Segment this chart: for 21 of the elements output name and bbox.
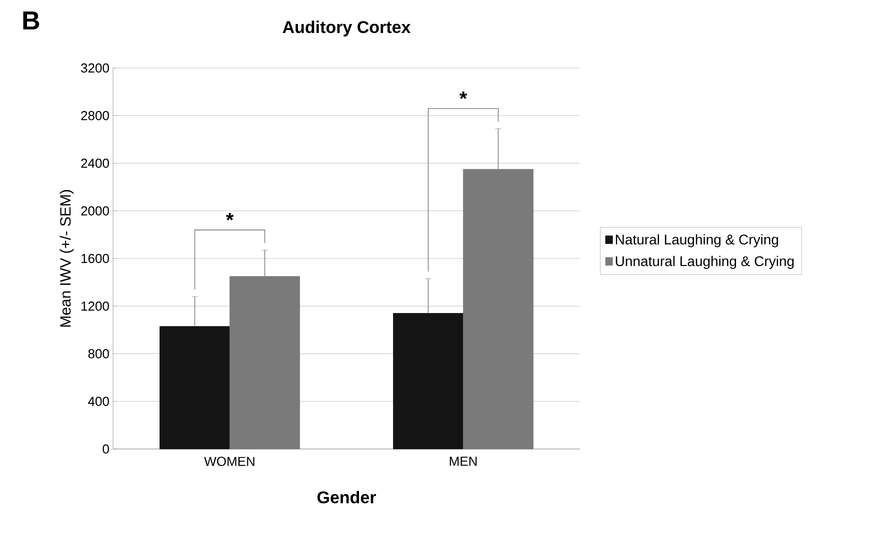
y-axis-title: Mean IWV (+/- SEM)	[60, 190, 74, 327]
y-tick-label: 2000	[81, 206, 109, 216]
y-tick-label: 2800	[81, 111, 109, 120]
y-tick-label: 2400	[81, 158, 109, 168]
y-tick-label: 1200	[82, 302, 109, 311]
annotation: *	[226, 212, 234, 220]
chart-title: Auditory Cortex	[282, 20, 411, 36]
y-tick-label: 400	[88, 396, 109, 406]
bar	[160, 326, 230, 450]
y-tick-label: 3200	[81, 63, 109, 73]
x-axis-title: Gender	[317, 490, 376, 504]
bar	[393, 313, 464, 450]
legend-label: Unnatural Laughing & Crying	[616, 256, 794, 269]
x-tick-label: MEN	[450, 456, 477, 466]
annotation: *	[459, 92, 468, 99]
x-tick-label: WOMEN	[204, 456, 254, 466]
y-tick-label: 0	[102, 444, 109, 454]
text: B	[23, 12, 40, 30]
y-tick-label: 800	[88, 349, 109, 358]
y-tick-label: 1600	[82, 254, 109, 264]
legend-label: Natural Laughing & Crying	[616, 234, 778, 248]
